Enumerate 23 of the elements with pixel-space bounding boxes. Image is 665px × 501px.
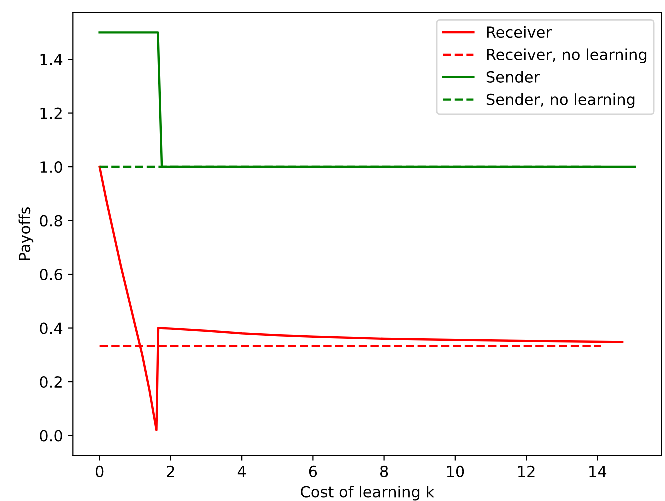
y-tick-label: 1.0 xyxy=(40,162,62,174)
x-tick-label: 14 xyxy=(590,466,607,478)
y-axis-title: Payoffs xyxy=(18,207,34,260)
legend-label: Sender, no learning xyxy=(486,94,635,108)
x-axis-title: Cost of learning k xyxy=(301,486,435,501)
x-tick-label: 6 xyxy=(309,466,318,478)
legend-label: Receiver xyxy=(487,26,552,38)
legend-label: Receiver, no learning xyxy=(487,48,647,64)
y-tick-label: 0.6 xyxy=(40,268,62,281)
legend-label: Sender xyxy=(486,71,540,83)
x-tick-label: 8 xyxy=(380,466,388,478)
y-tick-label: 0.2 xyxy=(40,376,62,388)
y-tick-label: 0.0 xyxy=(40,430,62,442)
x-tick-label: 4 xyxy=(238,466,246,478)
x-tick-label: 2 xyxy=(167,466,174,478)
x-tick-label: 12 xyxy=(518,466,535,478)
line-series xyxy=(98,166,624,432)
y-tick-label: 1.2 xyxy=(40,108,62,120)
x-tick-label: 10 xyxy=(447,466,464,478)
y-tick-label: 1.4 xyxy=(40,54,63,66)
y-tick-label: 0.8 xyxy=(40,215,62,227)
x-tick-label: 0 xyxy=(96,466,104,478)
y-tick-label: 0.4 xyxy=(40,322,63,334)
